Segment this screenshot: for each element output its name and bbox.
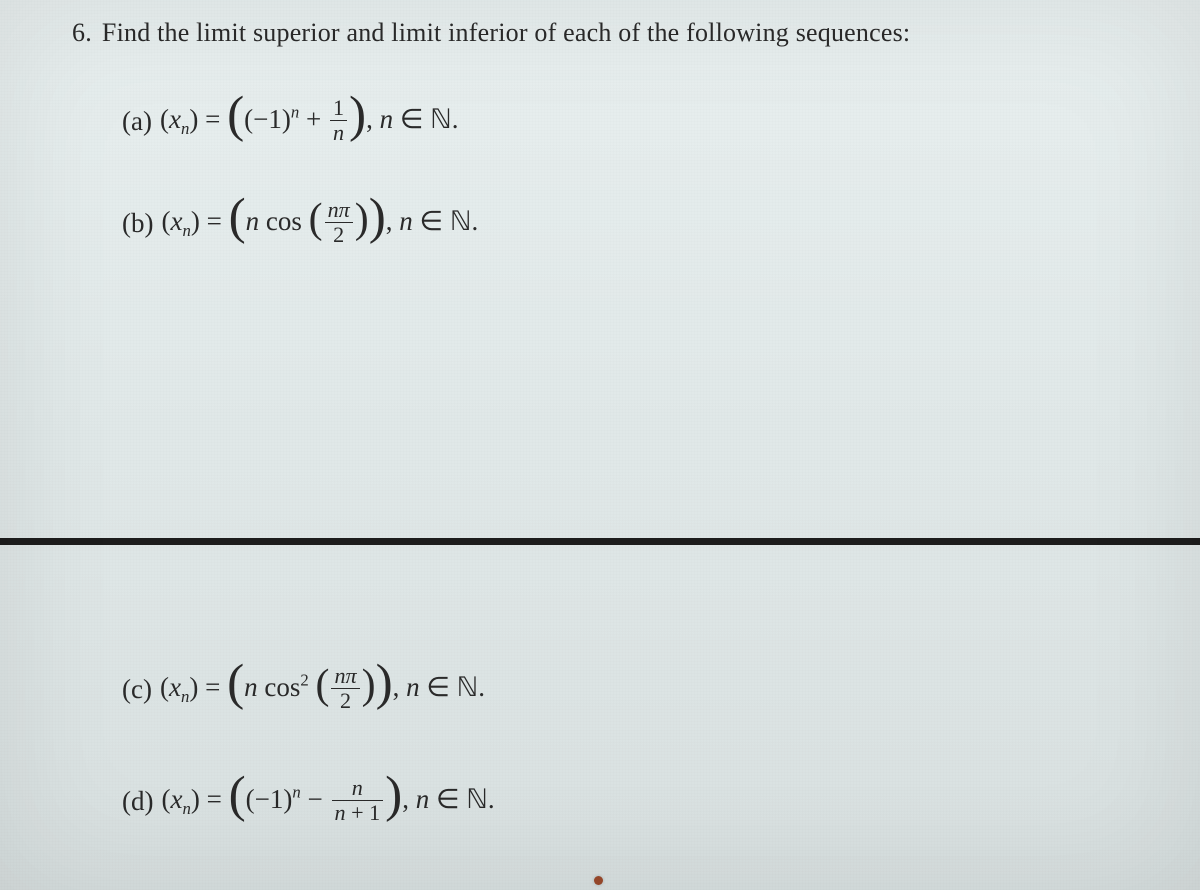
part-c: (c) (xn) = (n cos2 (nπ2)), n ∈ ℕ.: [122, 666, 485, 713]
question-prompt: Find the limit superior and limit inferi…: [102, 18, 910, 47]
part-d: (d) (xn) = ((−1)n − nn + 1), n ∈ ℕ.: [122, 778, 495, 825]
part-d-label: (d): [122, 786, 153, 817]
part-b: (b) (xn) = (n cos (nπ2)), n ∈ ℕ.: [122, 200, 478, 247]
orange-dot: [594, 876, 603, 885]
part-c-math: (xn) = (n cos2 (nπ2)), n ∈ ℕ.: [160, 666, 485, 713]
question-header: 6. Find the limit superior and limit infe…: [72, 18, 910, 48]
part-b-math: (xn) = (n cos (nπ2)), n ∈ ℕ.: [161, 200, 478, 247]
part-d-math: (xn) = ((−1)n − nn + 1), n ∈ ℕ.: [161, 778, 494, 825]
question-number: 6.: [72, 18, 92, 47]
part-a-label: (a): [122, 106, 152, 137]
separator-bar: [0, 538, 1200, 545]
part-b-label: (b): [122, 208, 153, 239]
part-a: (a) (xn) = ((−1)n + 1n), n ∈ ℕ.: [122, 98, 459, 145]
part-c-label: (c): [122, 674, 152, 705]
part-a-math: (xn) = ((−1)n + 1n), n ∈ ℕ.: [160, 98, 459, 145]
page-container: 6. Find the limit superior and limit infe…: [0, 0, 1200, 890]
